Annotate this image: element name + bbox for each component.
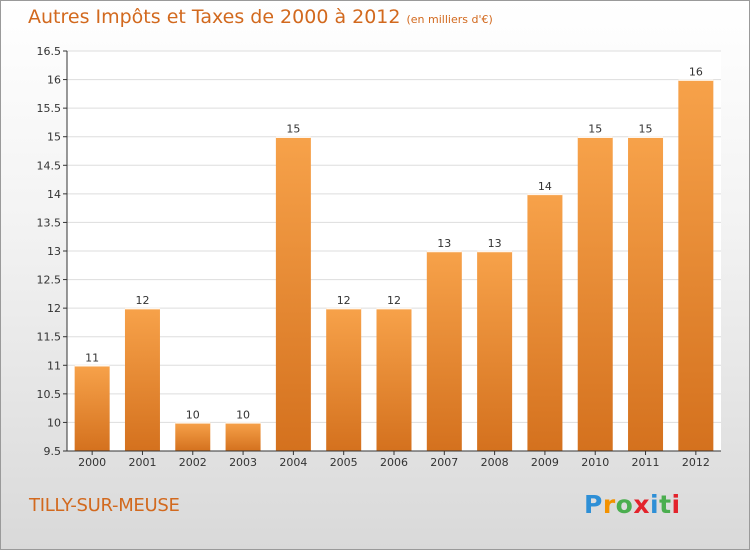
bar — [376, 308, 412, 451]
x-tick-label: 2007 — [430, 456, 458, 469]
x-tick-label: 2005 — [330, 456, 358, 469]
data-label: 12 — [387, 294, 401, 307]
data-label: 15 — [286, 123, 300, 136]
y-tick-label: 12.5 — [37, 274, 62, 287]
y-tick-label: 14.5 — [37, 159, 62, 172]
data-label: 13 — [437, 237, 451, 250]
data-label: 10 — [186, 408, 200, 421]
bar — [275, 136, 311, 451]
x-tick-label: 2009 — [531, 456, 559, 469]
x-tick-label: 2004 — [279, 456, 307, 469]
logo-letter: x — [633, 490, 650, 519]
x-tick-label: 2001 — [128, 456, 156, 469]
logo-letter: i — [650, 490, 660, 519]
data-label: 16 — [689, 66, 703, 79]
logo-letter: i — [671, 490, 681, 519]
commune-name: TILLY-SUR-MEUSE — [29, 495, 180, 516]
proxiti-logo[interactable]: Proxiti — [584, 490, 681, 519]
logo-letter: t — [659, 490, 672, 519]
logo-letter: o — [615, 490, 634, 519]
x-tick-label: 2012 — [682, 456, 710, 469]
bar — [124, 308, 160, 451]
y-tick-label: 12 — [47, 302, 61, 315]
y-tick-label: 16.5 — [37, 45, 62, 58]
y-tick-label: 10.5 — [37, 388, 62, 401]
data-label: 12 — [135, 294, 149, 307]
data-label: 15 — [588, 123, 602, 136]
y-tick-label: 14 — [47, 188, 61, 201]
x-tick-label: 2006 — [380, 456, 408, 469]
bar — [477, 251, 513, 451]
y-tick-label: 11 — [47, 359, 61, 372]
bar — [225, 422, 261, 451]
logo-letter: P — [584, 490, 603, 519]
bar — [527, 193, 563, 451]
x-tick-label: 2010 — [581, 456, 609, 469]
bar — [628, 136, 664, 451]
chart-title: Autres Impôts et Taxes de 2000 à 2012 (en… — [28, 6, 493, 28]
bar — [175, 422, 211, 451]
x-tick-label: 2000 — [78, 456, 106, 469]
y-tick-label: 16 — [47, 74, 61, 87]
y-tick-label: 10 — [47, 416, 61, 429]
y-tick-label: 13 — [47, 245, 61, 258]
bar — [326, 308, 362, 451]
x-tick-label: 2011 — [632, 456, 660, 469]
data-label: 13 — [488, 237, 502, 250]
logo-letter: r — [602, 490, 616, 519]
data-label: 12 — [337, 294, 351, 307]
bar — [678, 79, 714, 452]
data-label: 11 — [85, 351, 99, 364]
y-tick-label: 15 — [47, 131, 61, 144]
x-tick-label: 2008 — [481, 456, 509, 469]
bar — [426, 251, 462, 451]
chart-subtitle: (en milliers d'€) — [406, 13, 493, 26]
bar — [577, 136, 613, 451]
chart-title-text: Autres Impôts et Taxes de 2000 à 2012 — [28, 6, 401, 28]
y-tick-label: 15.5 — [37, 102, 62, 115]
y-tick-label: 9.5 — [44, 445, 62, 458]
bar — [74, 365, 110, 451]
x-tick-label: 2002 — [179, 456, 207, 469]
data-label: 14 — [538, 180, 552, 193]
data-label: 15 — [639, 123, 653, 136]
y-tick-label: 11.5 — [37, 331, 62, 344]
x-tick-label: 2003 — [229, 456, 257, 469]
data-label: 10 — [236, 408, 250, 421]
y-tick-label: 13.5 — [37, 216, 62, 229]
